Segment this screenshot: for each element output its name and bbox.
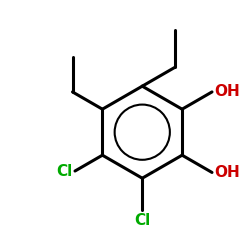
Text: Cl: Cl <box>56 164 73 178</box>
Text: OH: OH <box>214 165 240 180</box>
Text: Cl: Cl <box>134 213 150 228</box>
Text: OH: OH <box>214 84 240 100</box>
